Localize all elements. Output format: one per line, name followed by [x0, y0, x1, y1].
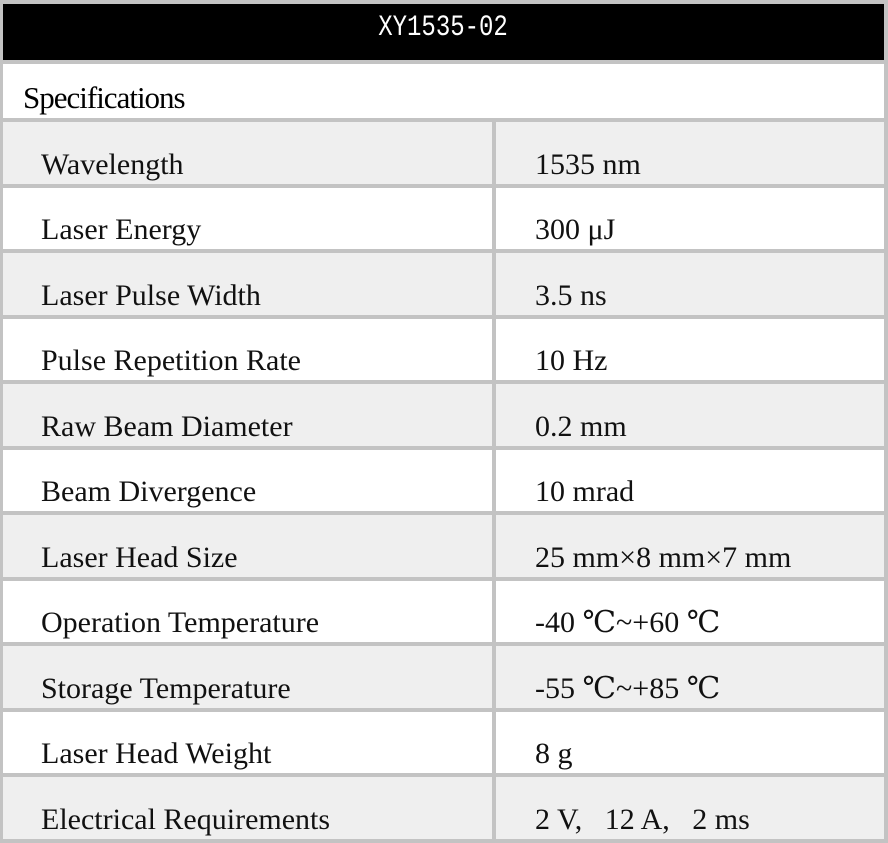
value-cell: 1535 nm [496, 122, 884, 184]
spec-value: 8 g [535, 737, 573, 770]
spec-label: Laser Head Weight [41, 737, 272, 770]
specifications-header: Specifications [3, 64, 884, 118]
table-row: Wavelength 1535 nm [3, 122, 884, 184]
spec-value: 0.2 mm [535, 409, 627, 443]
spec-label: Raw Beam Diameter [41, 409, 293, 443]
label-cell: Wavelength [3, 122, 492, 184]
label-cell: Laser Head Weight [3, 711, 492, 773]
value-cell: 25 mm×8 mm×7 mm [496, 515, 884, 577]
table-row: Laser Head Size 25 mm×8 mm×7 mm [3, 515, 884, 577]
spec-label: Storage Temperature [41, 671, 291, 705]
product-title-bar: XY1535-02 [3, 4, 884, 60]
table-row: Operation Temperature -40 ℃~+60 ℃ [3, 580, 884, 642]
label-cell: Beam Divergence [3, 449, 492, 511]
value-cell: 8 g [496, 711, 884, 773]
spec-value: -40 ℃~+60 ℃ [535, 606, 721, 639]
label-cell: Operation Temperature [3, 580, 492, 642]
spec-value: -55 ℃~+85 ℃ [535, 671, 721, 705]
spec-label: Laser Head Size [41, 540, 238, 574]
spec-label: Pulse Repetition Rate [41, 344, 301, 377]
product-title: XY1535-02 [378, 11, 509, 45]
value-cell: 2 V, 12 A, 2 ms [496, 777, 884, 839]
spec-label: Beam Divergence [41, 475, 257, 508]
label-cell: Storage Temperature [3, 646, 492, 708]
label-cell: Laser Energy [3, 187, 492, 249]
label-cell: Laser Head Size [3, 515, 492, 577]
spec-value: 10 Hz [535, 344, 608, 377]
label-cell: Pulse Repetition Rate [3, 318, 492, 380]
label-cell: Raw Beam Diameter [3, 384, 492, 446]
spec-value: 3.5 ns [535, 278, 607, 312]
value-cell: 300 μJ [496, 187, 884, 249]
value-cell: 10 Hz [496, 318, 884, 380]
table-row: Laser Head Weight 8 g [3, 711, 884, 773]
label-cell: Electrical Requirements [3, 777, 492, 839]
label-cell: Laser Pulse Width [3, 253, 492, 315]
spec-value: 2 V, 12 A, 2 ms [535, 802, 750, 836]
table-row: Laser Energy 300 μJ [3, 187, 884, 249]
spec-label: Laser Energy [41, 213, 202, 246]
table-row: Laser Pulse Width 3.5 ns [3, 253, 884, 315]
value-cell: 10 mrad [496, 449, 884, 511]
table-row: Raw Beam Diameter 0.2 mm [3, 384, 884, 446]
spec-value: 25 mm×8 mm×7 mm [535, 540, 792, 574]
table-row: Beam Divergence 10 mrad [3, 449, 884, 511]
spec-label: Laser Pulse Width [41, 278, 261, 312]
spec-label: Electrical Requirements [41, 802, 331, 836]
value-cell: -40 ℃~+60 ℃ [496, 580, 884, 642]
spec-value: 1535 nm [535, 147, 641, 181]
value-cell: 3.5 ns [496, 253, 884, 315]
section-title: Specifications [23, 80, 186, 115]
value-cell: -55 ℃~+85 ℃ [496, 646, 884, 708]
spec-table: Wavelength 1535 nm Laser Energy 300 μJ Laser… [3, 122, 884, 843]
spec-label: Operation Temperature [41, 606, 320, 639]
value-cell: 0.2 mm [496, 384, 884, 446]
spec-value: 300 μJ [535, 213, 616, 246]
table-row: Electrical Requirements 2 V, 12 A, 2 ms [3, 777, 884, 839]
table-row: Storage Temperature -55 ℃~+85 ℃ [3, 646, 884, 708]
spec-value: 10 mrad [535, 475, 635, 508]
spec-label: Wavelength [41, 147, 184, 181]
table-row: Pulse Repetition Rate 10 Hz [3, 318, 884, 380]
